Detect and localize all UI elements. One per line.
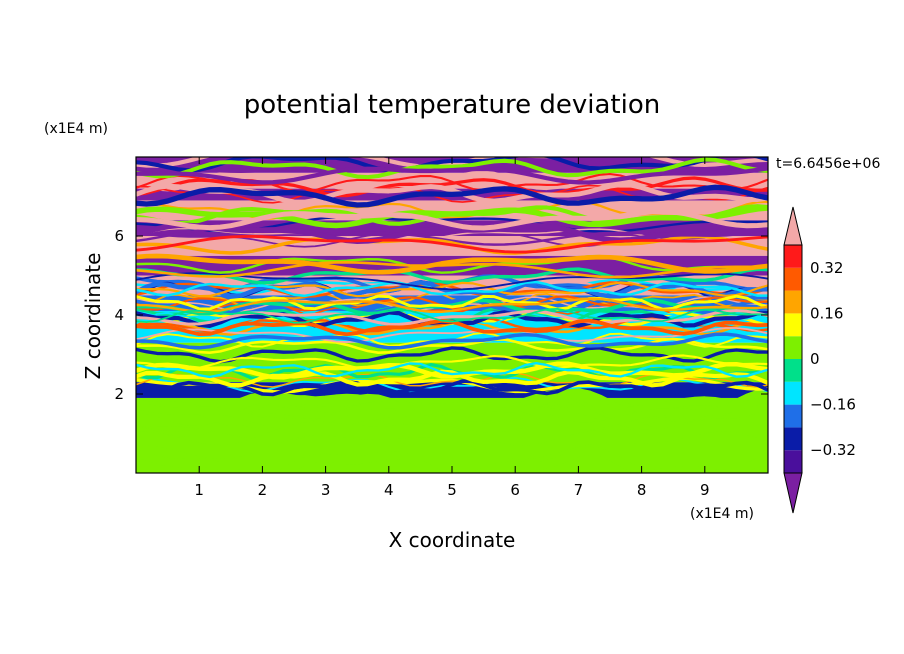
x-tick-label: 1 bbox=[194, 481, 204, 499]
field-filament bbox=[136, 267, 768, 285]
x-axis-label: X coordinate bbox=[389, 528, 516, 552]
field-filament bbox=[136, 327, 768, 344]
field-filament bbox=[136, 346, 768, 364]
colorbar-swatch bbox=[784, 427, 802, 451]
plot-area bbox=[136, 157, 768, 473]
field-filament bbox=[136, 204, 768, 226]
colorbar-frame bbox=[783, 244, 803, 474]
colorbar-tick-label: 0.32 bbox=[810, 259, 843, 277]
field-filament bbox=[136, 261, 768, 279]
x-tick-label: 6 bbox=[510, 481, 520, 499]
x-axis-unit: (x1E4 m) bbox=[690, 506, 754, 522]
field-filament bbox=[136, 297, 768, 315]
field-filament bbox=[136, 176, 768, 198]
x-tick-label: 2 bbox=[258, 481, 268, 499]
field-filament bbox=[136, 332, 768, 350]
colorbar-tick-label: 0 bbox=[810, 350, 820, 368]
colorbar-swatch bbox=[784, 267, 802, 291]
field-filament bbox=[136, 157, 768, 180]
field-filament bbox=[136, 208, 768, 231]
chart-title: potential temperature deviation bbox=[244, 90, 660, 120]
y-axis-unit: (x1E4 m) bbox=[44, 121, 108, 137]
field-filament bbox=[136, 308, 768, 324]
colorbar-tick-label: −0.16 bbox=[810, 396, 856, 414]
field-filament bbox=[136, 337, 768, 354]
y-tick-label: 2 bbox=[114, 385, 124, 403]
x-tick-label: 5 bbox=[447, 481, 457, 499]
field-filament bbox=[136, 253, 768, 275]
y-axis-label: Z coordinate bbox=[81, 253, 105, 380]
field-filament bbox=[136, 234, 768, 254]
field-filament bbox=[136, 222, 768, 244]
x-tick-label: 3 bbox=[321, 481, 331, 499]
colorbar-swatch bbox=[784, 336, 802, 359]
field-filament bbox=[136, 361, 768, 380]
colorbar-swatch bbox=[784, 313, 802, 337]
y-tick-label: 6 bbox=[114, 227, 124, 245]
field-filament bbox=[136, 395, 768, 431]
colorbar-swatch bbox=[784, 290, 802, 314]
axes: 1 2 3 4 5 6 7 8 9 2 4 6 bbox=[114, 156, 769, 499]
colorbar-tick-label: 0.16 bbox=[810, 304, 843, 322]
field-filament bbox=[136, 369, 768, 388]
colorbar-min-arrow bbox=[783, 472, 803, 514]
field-filament bbox=[136, 184, 768, 208]
time-stamp: t=6.6456e+06 bbox=[776, 156, 880, 172]
field-filament bbox=[136, 254, 768, 274]
field-filament bbox=[136, 418, 768, 460]
colorbar-swatch bbox=[784, 381, 802, 405]
field-filament bbox=[136, 157, 768, 169]
field-filament bbox=[136, 297, 768, 313]
x-tick-label: 9 bbox=[700, 481, 710, 499]
y-tick-label: 4 bbox=[114, 306, 124, 324]
field-filament bbox=[136, 354, 768, 371]
x-tick-label: 7 bbox=[574, 481, 584, 499]
field-filament bbox=[136, 280, 768, 298]
colorbar-swatch bbox=[784, 245, 802, 268]
colorbar-swatch bbox=[784, 450, 802, 473]
colorbar-max-arrow bbox=[783, 206, 803, 246]
field-filament bbox=[136, 362, 768, 379]
x-tick-label: 8 bbox=[637, 481, 647, 499]
colorbar-swatch bbox=[784, 404, 802, 428]
colorbar-tick-label: −0.32 bbox=[810, 441, 856, 459]
colorbar-swatch bbox=[784, 359, 802, 382]
x-tick-label: 4 bbox=[384, 481, 394, 499]
colorbar: 0.32 0.16 0 −0.16 −0.32 bbox=[783, 206, 856, 514]
field-filament bbox=[136, 166, 768, 185]
